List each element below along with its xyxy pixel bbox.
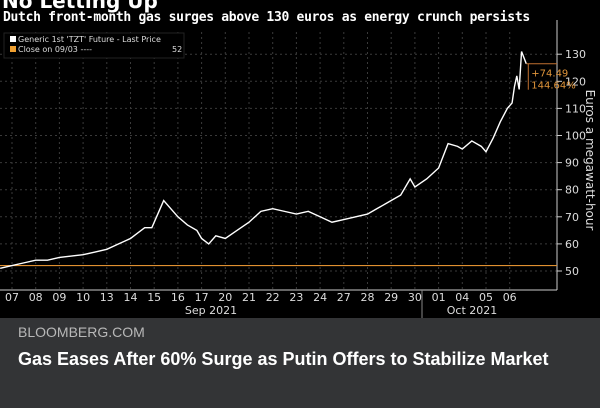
y-tick-label: 60 xyxy=(565,238,579,251)
price-line xyxy=(0,51,527,269)
x-tick-label: 23 xyxy=(289,291,303,304)
y-tick-label: 70 xyxy=(565,211,579,224)
month-label: Sep 2021 xyxy=(185,304,237,317)
x-tick-label: 24 xyxy=(313,291,327,304)
x-tick-label: 05 xyxy=(479,291,493,304)
x-tick-label: 10 xyxy=(76,291,90,304)
x-tick-label: 08 xyxy=(29,291,43,304)
y-tick-label: 80 xyxy=(565,184,579,197)
x-tick-label: 06 xyxy=(503,291,517,304)
x-tick-label: 15 xyxy=(147,291,161,304)
x-tick-label: 09 xyxy=(52,291,66,304)
headline-link[interactable]: Gas Eases After 60% Surge as Putin Offer… xyxy=(18,349,549,369)
y-tick-label: 110 xyxy=(565,102,586,115)
legend-swatch xyxy=(10,46,16,52)
y-tick-label: 130 xyxy=(565,48,586,61)
x-tick-label: 27 xyxy=(337,291,351,304)
x-tick-label: 17 xyxy=(195,291,209,304)
x-tick-label: 14 xyxy=(124,291,138,304)
y-tick-label: 90 xyxy=(565,157,579,170)
x-tick-label: 30 xyxy=(408,291,422,304)
chart-title: No Letting Up xyxy=(2,0,158,13)
chart-svg: 50 60 70 80 90 100 110 120 130 07 08 09 10 13 14 15 16 17… xyxy=(0,20,597,318)
y-axis-label: Euros a megawatt-hour xyxy=(583,90,597,231)
chart: 50 60 70 80 90 100 110 120 130 07 08 09 10 13 14 15 16 17… xyxy=(0,0,597,318)
x-tick-label: 29 xyxy=(384,291,398,304)
x-tick-label: 22 xyxy=(266,291,280,304)
y-tick-label: 50 xyxy=(565,265,579,278)
x-tick-label: 16 xyxy=(171,291,185,304)
x-tick-label: 13 xyxy=(100,291,114,304)
legend-label: Generic 1st 'TZT' Future - Last Price xyxy=(18,35,161,44)
link-preview-card[interactable]: BLOOMBERG.COM Gas Eases After 60% Surge … xyxy=(0,318,600,408)
x-tick-label: 21 xyxy=(242,291,256,304)
legend-label: Close on 09/03 ---- xyxy=(18,45,92,54)
legend-swatch xyxy=(10,36,16,42)
y-tick-label: 120 xyxy=(565,75,586,88)
y-tick-label: 100 xyxy=(565,130,586,143)
x-tick-label: 20 xyxy=(218,291,232,304)
x-tick-label: 28 xyxy=(361,291,375,304)
month-label: Oct 2021 xyxy=(447,304,498,317)
legend-box xyxy=(3,32,185,59)
x-tick-label: 07 xyxy=(5,291,19,304)
legend-value: 52 xyxy=(172,45,182,54)
x-tick-label: 01 xyxy=(432,291,446,304)
change-annotation: +74.49 xyxy=(531,69,568,80)
chart-subtitle: Dutch front-month gas surges above 130 e… xyxy=(3,10,530,25)
source-domain: BLOOMBERG.COM xyxy=(18,324,145,340)
pct-change-annotation: 144.64% xyxy=(531,81,576,92)
x-tick-label: 04 xyxy=(455,291,469,304)
